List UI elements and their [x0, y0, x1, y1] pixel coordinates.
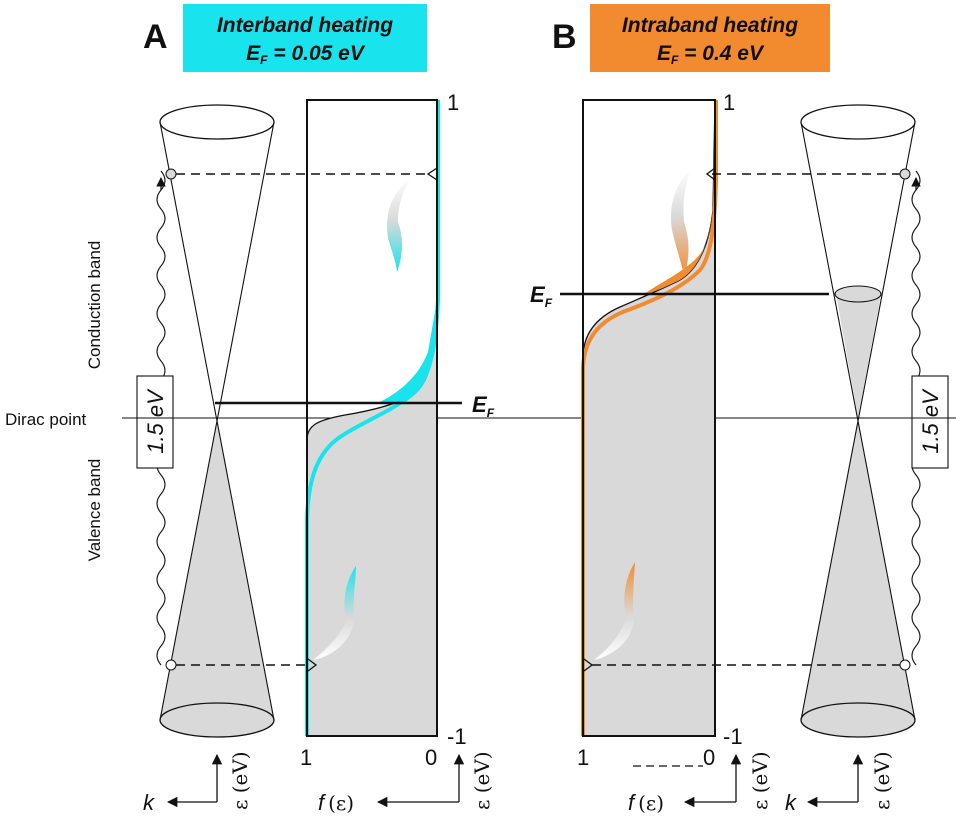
panel-b-fermi-level: EF = 0.4 eV [657, 42, 765, 67]
valence-band-label: Valence band [85, 459, 104, 562]
energy-axis-label-dist-a: ε (eV) [470, 751, 494, 810]
panel-a-fermi-level: EF = 0.05 eV [246, 42, 366, 67]
conduction-band-label: Conduction band [85, 241, 104, 370]
dirac-cone-a: 1.5 eV [136, 104, 275, 738]
panel-b-letter: B [552, 18, 577, 56]
panel-a-letter: A [143, 18, 168, 56]
fermi-level-label-b: EF [530, 282, 553, 310]
axis-indicator-cone-a: k ε (eV) [143, 751, 252, 815]
photon-energy-box-b [911, 375, 949, 469]
panel-a-title: Interband heating [217, 14, 393, 37]
dirac-cone-b: 1.5 eV [800, 104, 949, 738]
tick-b-f-left: 1 [577, 745, 589, 770]
energy-axis-label-cone-a: ε (eV) [228, 751, 252, 810]
photon-energy-label-b: 1.5 eV [918, 388, 943, 454]
distribution-plot-b [581, 99, 718, 737]
f-axis-label-b: f (ε) [628, 790, 664, 815]
tick-b-top: 1 [723, 90, 735, 115]
photon-energy-label-a: 1.5 eV [143, 388, 168, 454]
tick-a-f-left: 1 [300, 745, 312, 770]
tick-a-f-right: 0 [425, 745, 437, 770]
axis-indicator-dist-b: f (ε) ε (eV) [628, 751, 772, 815]
panel-a-title-box [183, 4, 427, 72]
tick-b-bottom: -1 [723, 724, 743, 749]
tick-a-top: 1 [447, 90, 459, 115]
k-axis-label-a: k [143, 790, 155, 815]
f-axis-label-a: f (ε) [318, 790, 354, 815]
panel-b-header: B Intraband heating EF = 0.4 eV [552, 4, 830, 72]
energy-axis-label-cone-b: ε (eV) [870, 751, 894, 810]
axis-indicator-cone-b: k ε (eV) [785, 751, 894, 815]
k-axis-label-b: k [785, 790, 797, 815]
tick-b-f-right: 0 [703, 745, 715, 770]
distribution-plot-a [305, 99, 440, 737]
panel-b-title: Intraband heating [622, 14, 798, 37]
dirac-point-label: Dirac point [5, 410, 87, 429]
energy-axis-label-dist-b: ε (eV) [748, 751, 772, 810]
axis-indicator-dist-a: f (ε) ε (eV) [318, 751, 494, 815]
panel-b-title-box [590, 4, 830, 72]
tick-a-bottom: -1 [447, 724, 467, 749]
photon-energy-box-a [136, 375, 174, 469]
panel-a-header: A Interband heating EF = 0.05 eV [143, 4, 427, 72]
fermi-level-label-a: EF [472, 392, 495, 420]
